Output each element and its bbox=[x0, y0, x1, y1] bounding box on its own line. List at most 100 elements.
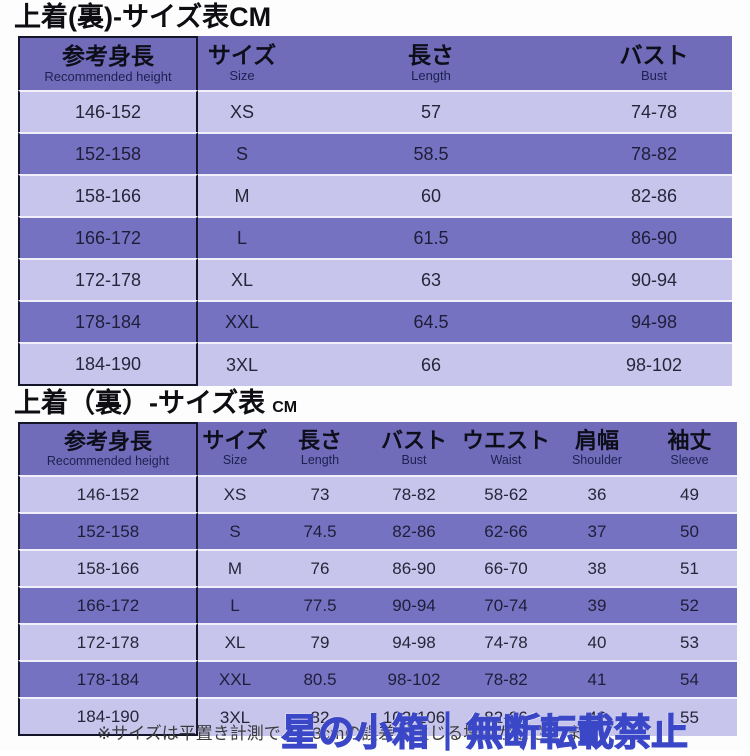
size-table-jacket-top: 参考身長 Recommended height サイズ Size 長さ Length バスト… bbox=[18, 35, 732, 387]
table-cell: 41 bbox=[552, 660, 642, 698]
measurement-disclaimer-note: ※サイズは平置き計測で、1-3cmの誤差が生じる場合がございます bbox=[97, 724, 600, 743]
table-cell: 78-82 bbox=[576, 132, 732, 175]
table-cell: 172-178 bbox=[18, 258, 198, 301]
table-cell: 70-74 bbox=[460, 586, 552, 624]
table-cell: 60 bbox=[286, 174, 576, 217]
table-row: 184-190 3XL 82 102-106 82-86 42 55 bbox=[18, 697, 737, 737]
table-cell: 3XL bbox=[198, 342, 286, 387]
table-row: 152-158 S 58.5 78-82 bbox=[18, 132, 732, 175]
table-cell: 63 bbox=[286, 258, 576, 301]
table-cell: 82-86 bbox=[460, 697, 552, 737]
table-cell: 53 bbox=[642, 623, 737, 661]
table-cell: 37 bbox=[552, 512, 642, 550]
table-cell: 86-90 bbox=[368, 549, 460, 587]
table-cell: 98-102 bbox=[576, 342, 732, 387]
table-cell: 54 bbox=[642, 660, 737, 698]
table-row: 178-184 XXL 80.5 98-102 78-82 41 54 bbox=[18, 660, 737, 698]
table-cell: 172-178 bbox=[18, 623, 198, 661]
table-cell: 74-78 bbox=[576, 90, 732, 133]
table-cell: M bbox=[198, 174, 286, 217]
column-label-en: Length bbox=[300, 453, 340, 468]
column-header: 参考身長 Recommended height bbox=[18, 35, 198, 91]
table-row: 166-172 L 77.5 90-94 70-74 39 52 bbox=[18, 586, 737, 624]
table-cell: S bbox=[198, 512, 272, 550]
table-row: 184-190 3XL 66 98-102 bbox=[18, 342, 732, 387]
column-label-en: Recommended height bbox=[44, 69, 172, 85]
table-cell: 94-98 bbox=[576, 300, 732, 343]
column-label-ja: 長さ bbox=[408, 41, 454, 68]
table2-header-row: 参考身長 Recommended height サイズ Size 長さ Length バスト… bbox=[18, 422, 737, 476]
table-cell: 90-94 bbox=[368, 586, 460, 624]
table-cell: 42 bbox=[552, 697, 642, 737]
table-cell: 61.5 bbox=[286, 216, 576, 259]
table-cell: 49 bbox=[642, 475, 737, 513]
table-cell: 55 bbox=[642, 697, 737, 737]
table-cell: L bbox=[198, 216, 286, 259]
column-label-en: Waist bbox=[490, 453, 522, 468]
table-cell: 58-62 bbox=[460, 475, 552, 513]
table-cell: 86-90 bbox=[576, 216, 732, 259]
table-cell: 78-82 bbox=[368, 475, 460, 513]
table-cell: 50 bbox=[642, 512, 737, 550]
table-cell: 77.5 bbox=[272, 586, 368, 624]
column-label-ja: バスト bbox=[619, 41, 689, 68]
table-cell: 36 bbox=[552, 475, 642, 513]
table-cell: 39 bbox=[552, 586, 642, 624]
table-cell: 158-166 bbox=[18, 549, 198, 587]
table-row: 158-166 M 60 82-86 bbox=[18, 174, 732, 217]
table-cell: 76 bbox=[272, 549, 368, 587]
table-cell: 79 bbox=[272, 623, 368, 661]
table-cell: 166-172 bbox=[18, 586, 198, 624]
column-label-en: Bust bbox=[640, 68, 667, 84]
table-cell: 74-78 bbox=[460, 623, 552, 661]
table-cell: 90-94 bbox=[576, 258, 732, 301]
table-cell: 158-166 bbox=[18, 174, 198, 217]
column-header: サイズ Size bbox=[198, 35, 286, 91]
size-table-jacket-bottom: 参考身長 Recommended height サイズ Size 長さ Length バスト… bbox=[18, 422, 737, 737]
table-cell: XL bbox=[198, 258, 286, 301]
table-cell: 58.5 bbox=[286, 132, 576, 175]
column-header: 袖丈 Sleeve bbox=[642, 422, 737, 476]
table1-title: 上着(裏)-サイズ表CM bbox=[14, 2, 272, 32]
table-row: 178-184 XXL 64.5 94-98 bbox=[18, 300, 732, 343]
table-cell: 80.5 bbox=[272, 660, 368, 698]
table-cell: XS bbox=[198, 90, 286, 133]
table-cell: 38 bbox=[552, 549, 642, 587]
column-label-ja: 参考身長 bbox=[62, 42, 154, 69]
table-row: 166-172 L 61.5 86-90 bbox=[18, 216, 732, 259]
table-cell: 74.5 bbox=[272, 512, 368, 550]
table2-title-text: 上着（裏）-サイズ表 bbox=[14, 388, 266, 419]
column-header: 肩幅 Shoulder bbox=[552, 422, 642, 476]
table-cell: 178-184 bbox=[18, 300, 198, 343]
table-cell: 82-86 bbox=[368, 512, 460, 550]
table-cell: 98-102 bbox=[368, 660, 460, 698]
table-row: 172-178 XL 63 90-94 bbox=[18, 258, 732, 301]
column-header: 長さ Length bbox=[286, 35, 576, 91]
table-cell: XXL bbox=[198, 660, 272, 698]
table-cell: 66-70 bbox=[460, 549, 552, 587]
table-cell: 102-106 bbox=[368, 697, 460, 737]
table-cell: 166-172 bbox=[18, 216, 198, 259]
table-cell: XL bbox=[198, 623, 272, 661]
table-cell: M bbox=[198, 549, 272, 587]
table-row: 152-158 S 74.5 82-86 62-66 37 50 bbox=[18, 512, 737, 550]
table-cell: 40 bbox=[552, 623, 642, 661]
table-cell: 184-190 bbox=[18, 342, 198, 387]
column-header: バスト Bust bbox=[576, 35, 732, 91]
column-label-ja: ウエスト bbox=[461, 428, 550, 454]
column-header: バスト Bust bbox=[368, 422, 460, 476]
column-label-ja: 肩幅 bbox=[574, 428, 619, 454]
table-cell: XXL bbox=[198, 300, 286, 343]
table-cell: XS bbox=[198, 475, 272, 513]
table-row: 146-152 XS 57 74-78 bbox=[18, 90, 732, 133]
table-cell: 146-152 bbox=[18, 475, 198, 513]
table-cell: 73 bbox=[272, 475, 368, 513]
table-row: 146-152 XS 73 78-82 58-62 36 49 bbox=[18, 475, 737, 513]
table2-title: 上着（裏）-サイズ表 CM bbox=[0, 386, 750, 422]
column-label-en: Size bbox=[229, 68, 255, 84]
table-cell: 57 bbox=[286, 90, 576, 133]
table-cell: 82-86 bbox=[576, 174, 732, 217]
column-label-ja: サイズ bbox=[207, 41, 277, 68]
table-cell: L bbox=[198, 586, 272, 624]
column-label-en: Recommended height bbox=[46, 454, 170, 469]
